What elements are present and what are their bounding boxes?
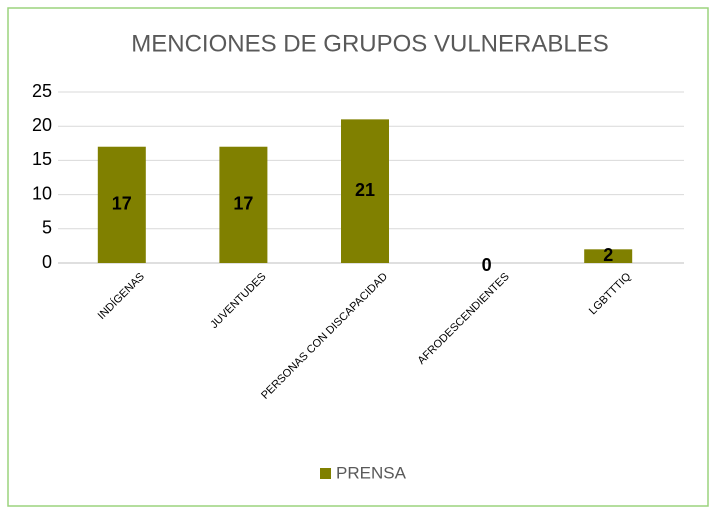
- legend-swatch: [320, 468, 331, 479]
- bar: [219, 146, 268, 263]
- y-tick-label: 5: [42, 218, 52, 238]
- bar: [341, 119, 389, 263]
- data-label: 2: [603, 245, 613, 265]
- data-label: 0: [482, 255, 492, 275]
- y-tick-label: 15: [32, 149, 52, 169]
- y-tick-label: 25: [32, 81, 52, 101]
- data-label: 17: [233, 194, 253, 214]
- y-tick-label: 10: [32, 183, 52, 203]
- y-tick-label: 0: [42, 252, 52, 272]
- chart-title: MENCIONES DE GRUPOS VULNERABLES: [131, 30, 608, 57]
- bar: [97, 146, 146, 263]
- bar: [584, 249, 633, 263]
- legend-label: PRENSA: [336, 463, 407, 482]
- data-label: 17: [112, 194, 132, 214]
- y-tick-label: 20: [32, 115, 52, 135]
- data-label: 21: [355, 180, 375, 200]
